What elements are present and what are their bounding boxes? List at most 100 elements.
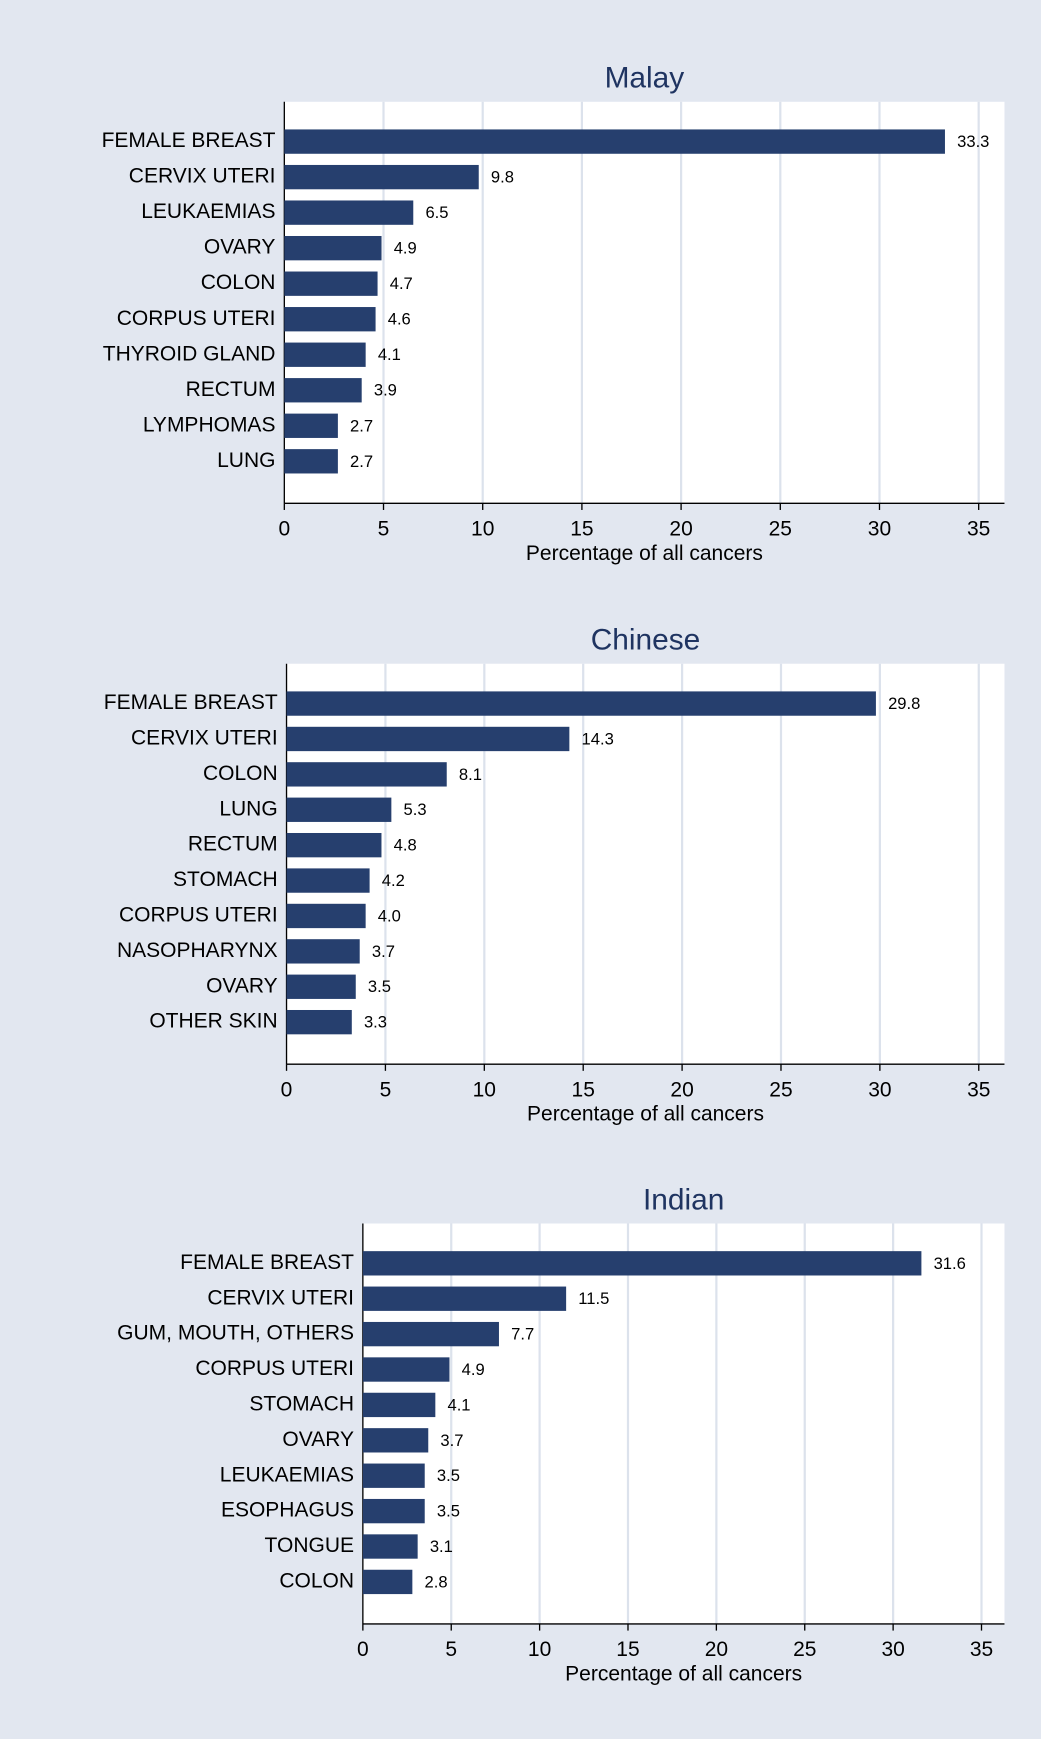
value-label: 2.7 <box>350 452 373 471</box>
value-label: 3.1 <box>430 1537 453 1556</box>
bar <box>284 449 338 474</box>
value-label: 3.5 <box>368 977 391 996</box>
x-tick-label: 0 <box>281 1078 293 1101</box>
category-label: CERVIX UTERI <box>207 1286 354 1309</box>
x-tick-label: 30 <box>868 517 891 540</box>
category-label: RECTUM <box>186 378 276 401</box>
value-label: 4.6 <box>388 310 411 329</box>
category-label: LUNG <box>217 449 275 472</box>
bar <box>284 271 378 296</box>
bar <box>286 691 876 716</box>
category-label: CORPUS UTERI <box>119 904 278 927</box>
value-label: 3.3 <box>364 1013 387 1032</box>
category-label: NASOPHARYNX <box>117 939 278 962</box>
bar <box>284 413 338 438</box>
value-label: 8.1 <box>459 765 482 784</box>
bar <box>362 1286 567 1311</box>
bar <box>286 797 392 822</box>
x-tick-label: 25 <box>769 1078 792 1101</box>
value-label: 14.3 <box>582 729 614 748</box>
x-tick-label: 10 <box>473 1078 496 1101</box>
value-label: 3.7 <box>372 942 395 961</box>
value-label: 4.7 <box>390 274 413 293</box>
x-tick-label: 30 <box>868 1078 891 1101</box>
bar <box>362 1569 413 1595</box>
x-tick-label: 5 <box>378 517 390 540</box>
value-label: 9.8 <box>491 168 514 187</box>
x-tick-label: 20 <box>670 1078 693 1101</box>
plot-area <box>362 1223 1005 1624</box>
x-tick-label: 0 <box>278 517 290 540</box>
chart-title: Chinese <box>591 624 701 657</box>
value-label: 4.1 <box>447 1395 470 1414</box>
bar <box>286 939 360 964</box>
category-label: THYROID GLAND <box>103 342 276 365</box>
bar <box>286 762 447 787</box>
bar <box>284 378 362 403</box>
x-tick-label: 15 <box>572 1078 595 1101</box>
bar <box>284 164 479 190</box>
category-label: CERVIX UTERI <box>131 727 278 750</box>
category-label: GUM, MOUTH, OTHERS <box>117 1322 354 1345</box>
x-tick-label: 35 <box>967 1078 990 1101</box>
category-label: OVARY <box>206 974 278 997</box>
category-label: LEUKAEMIAS <box>220 1463 354 1486</box>
x-tick-label: 35 <box>967 517 990 540</box>
value-label: 4.0 <box>378 906 401 925</box>
value-label: 4.9 <box>394 239 417 258</box>
category-label: STOMACH <box>249 1392 354 1415</box>
category-label: CORPUS UTERI <box>117 307 276 330</box>
value-label: 11.5 <box>578 1289 609 1308</box>
bar <box>286 903 366 929</box>
value-label: 7.7 <box>511 1325 534 1344</box>
category-label: COLON <box>279 1569 354 1592</box>
plot-area <box>286 663 1005 1065</box>
x-axis-label: Percentage of all cancers <box>565 1662 802 1685</box>
value-label: 4.9 <box>462 1360 485 1379</box>
bar <box>284 200 414 225</box>
category-label: ESOPHAGUS <box>221 1499 354 1522</box>
x-axis-label: Percentage of all cancers <box>526 542 763 565</box>
x-tick-label: 5 <box>380 1078 392 1101</box>
category-label: STOMACH <box>173 868 278 891</box>
value-label: 3.5 <box>437 1466 460 1485</box>
value-label: 6.5 <box>425 203 448 222</box>
value-label: 2.7 <box>350 416 373 435</box>
category-label: FEMALE BREAST <box>104 691 278 714</box>
x-tick-label: 15 <box>570 517 593 540</box>
plot-area <box>284 101 1005 504</box>
x-tick-label: 10 <box>528 1638 551 1661</box>
bar <box>362 1498 425 1524</box>
x-tick-label: 20 <box>705 1638 728 1661</box>
category-label: CORPUS UTERI <box>195 1357 354 1380</box>
x-tick-label: 15 <box>616 1638 639 1661</box>
value-label: 3.7 <box>440 1431 463 1450</box>
bar <box>286 1009 352 1035</box>
category-label: LYMPHOMAS <box>143 413 276 436</box>
x-tick-label: 10 <box>471 517 494 540</box>
bar <box>284 235 382 261</box>
value-label: 33.3 <box>957 132 989 151</box>
chart-title: Malay <box>605 62 685 95</box>
category-label: FEMALE BREAST <box>180 1251 354 1274</box>
value-label: 29.8 <box>888 694 920 713</box>
value-label: 3.9 <box>374 381 397 400</box>
bar <box>362 1534 418 1559</box>
bar <box>362 1392 436 1418</box>
category-label: RECTUM <box>188 833 278 856</box>
x-tick-label: 20 <box>669 517 692 540</box>
bar <box>286 832 382 858</box>
bar <box>286 974 356 999</box>
value-label: 4.1 <box>378 345 401 364</box>
category-label: FEMALE BREAST <box>102 129 276 152</box>
value-label: 2.8 <box>425 1572 448 1591</box>
value-label: 31.6 <box>934 1254 966 1273</box>
x-tick-label: 5 <box>445 1638 457 1661</box>
value-label: 5.3 <box>404 800 427 819</box>
value-label: 3.5 <box>437 1502 460 1521</box>
bar <box>284 307 376 332</box>
bar <box>362 1463 425 1488</box>
x-tick-label: 30 <box>881 1638 904 1661</box>
x-tick-label: 0 <box>357 1638 369 1661</box>
value-label: 4.2 <box>382 871 405 890</box>
